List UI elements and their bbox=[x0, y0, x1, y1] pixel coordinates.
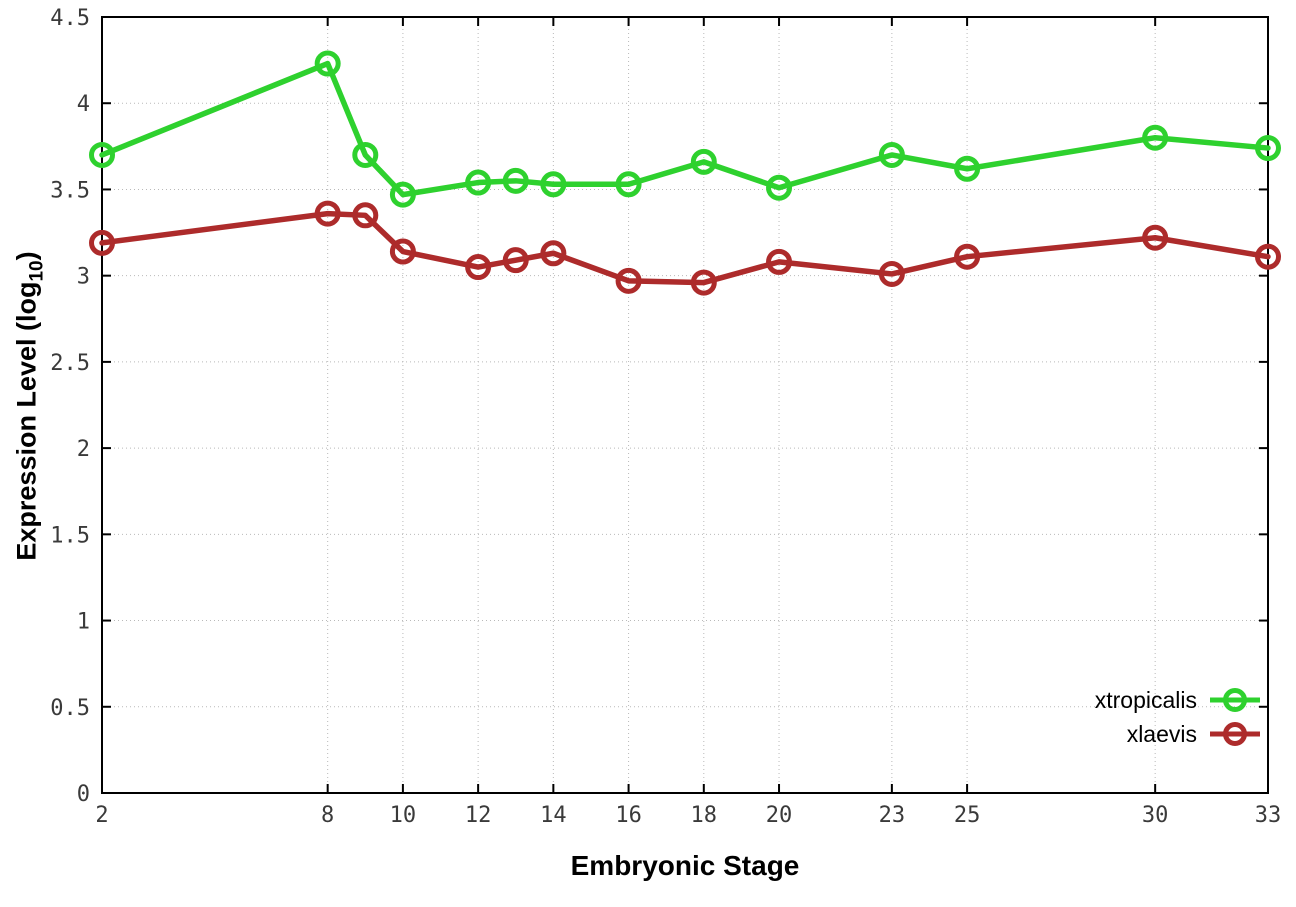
y-axis-title-subscript: 10 bbox=[26, 260, 48, 282]
data-point-xlaevis-stage-10 bbox=[389, 238, 416, 265]
data-point-xtropicalis-stage-16 bbox=[615, 171, 642, 198]
data-point-xtropicalis-stage-2 bbox=[89, 141, 115, 168]
legend-item-xlaevis: xlaevis bbox=[1095, 717, 1262, 751]
data-point-xtropicalis-stage-33 bbox=[1255, 135, 1281, 162]
data-point-xtropicalis-stage-30 bbox=[1142, 124, 1169, 151]
data-point-xtropicalis-stage-10 bbox=[389, 181, 416, 208]
legend-label-xtropicalis: xtropicalis bbox=[1094, 686, 1197, 713]
y-tick-label: 2.5 bbox=[50, 351, 90, 376]
data-point-xlaevis-stage-18 bbox=[690, 269, 717, 296]
y-tick-label: 4 bbox=[77, 92, 90, 117]
y-axis-title: Expression Level (log10) bbox=[12, 251, 49, 560]
data-point-xlaevis-stage-8 bbox=[314, 200, 341, 227]
series-line-xlaevis bbox=[99, 210, 1271, 286]
x-tick-label: 18 bbox=[691, 803, 718, 828]
x-tick-label: 10 bbox=[390, 803, 417, 828]
data-point-xlaevis-stage-12 bbox=[465, 254, 492, 281]
data-point-xtropicalis-stage-13 bbox=[502, 167, 529, 194]
x-axis-title: Embryonic Stage bbox=[570, 850, 800, 881]
data-point-xlaevis-stage-9 bbox=[352, 202, 379, 229]
x-tick-label: 16 bbox=[615, 803, 642, 828]
y-tick-label: 1 bbox=[77, 610, 90, 635]
data-point-xlaevis-stage-33 bbox=[1255, 243, 1281, 270]
data-point-xtropicalis-stage-12 bbox=[465, 169, 492, 196]
data-point-xtropicalis-stage-25 bbox=[954, 155, 981, 182]
data-point-xlaevis-stage-23 bbox=[878, 260, 905, 287]
data-point-xlaevis-stage-13 bbox=[502, 247, 529, 274]
data-point-xlaevis-stage-25 bbox=[954, 243, 981, 270]
x-tick-label: 2 bbox=[95, 803, 108, 828]
x-tick-label: 23 bbox=[879, 803, 906, 828]
data-point-xtropicalis-stage-23 bbox=[878, 141, 905, 168]
data-point-xtropicalis-stage-18 bbox=[690, 148, 717, 175]
y-tick-label: 0 bbox=[77, 782, 90, 807]
y-tick-label: 3 bbox=[77, 265, 90, 290]
data-point-xtropicalis-stage-8 bbox=[314, 50, 341, 77]
y-tick-label: 3.5 bbox=[50, 178, 90, 203]
data-point-xtropicalis-stage-9 bbox=[352, 141, 379, 168]
data-point-xlaevis-stage-30 bbox=[1142, 224, 1169, 251]
xlaevis-marker-icon bbox=[1210, 722, 1260, 746]
x-tick-label: 14 bbox=[540, 803, 567, 828]
y-axis-title-text: Expression Level (log bbox=[11, 281, 42, 561]
x-tick-label: 33 bbox=[1255, 803, 1282, 828]
data-point-xlaevis-stage-16 bbox=[615, 267, 642, 294]
data-point-xtropicalis-stage-20 bbox=[766, 174, 793, 201]
data-point-xlaevis-stage-14 bbox=[540, 240, 567, 267]
xtropicalis-marker-icon bbox=[1210, 688, 1260, 712]
data-point-xtropicalis-stage-14 bbox=[540, 171, 567, 198]
legend-label-xlaevis: xlaevis bbox=[1126, 720, 1197, 747]
x-tick-label: 12 bbox=[465, 803, 492, 828]
y-axis-title-suffix: ) bbox=[11, 251, 42, 261]
y-tick-label: 0.5 bbox=[50, 696, 90, 721]
data-point-xlaevis-stage-20 bbox=[766, 248, 793, 275]
y-tick-label: 2 bbox=[77, 437, 90, 462]
y-tick-label: 1.5 bbox=[50, 523, 90, 548]
legend: xtropicalis xlaevis bbox=[1095, 683, 1262, 751]
data-point-xlaevis-stage-2 bbox=[89, 229, 115, 256]
x-tick-label: 8 bbox=[321, 803, 334, 828]
x-tick-label: 20 bbox=[766, 803, 793, 828]
legend-item-xtropicalis: xtropicalis bbox=[1095, 683, 1262, 717]
y-tick-label: 4.5 bbox=[50, 6, 90, 31]
plot-border bbox=[101, 16, 1269, 794]
x-tick-label: 25 bbox=[954, 803, 981, 828]
x-tick-label: 30 bbox=[1142, 803, 1169, 828]
series-line-xtropicalis bbox=[99, 60, 1271, 198]
